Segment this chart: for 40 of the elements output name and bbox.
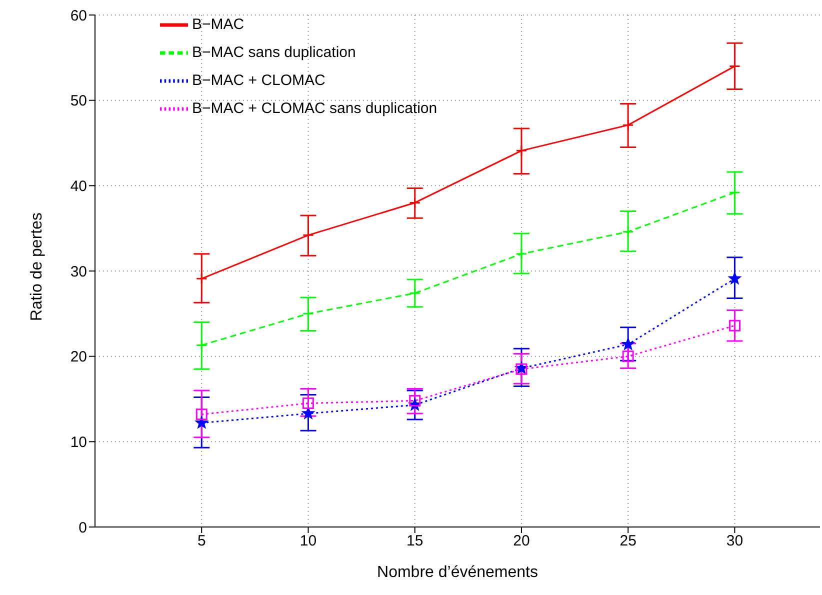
point <box>728 186 740 198</box>
point <box>195 416 208 428</box>
point <box>196 408 208 420</box>
y-tick-label: 30 <box>70 263 87 280</box>
point <box>196 339 208 351</box>
x-axis-title: Nombre d’événements <box>377 564 538 581</box>
legend-label: B−MAC sans duplication <box>192 44 356 62</box>
y-tick-label: 60 <box>70 7 87 24</box>
point <box>302 407 314 419</box>
point <box>622 350 634 362</box>
point <box>622 226 634 238</box>
legend-label: B−MAC + CLOMAC <box>192 72 326 90</box>
point <box>409 394 421 406</box>
point <box>302 398 314 410</box>
y-tick-label: 0 <box>78 519 87 536</box>
y-tick-label: 50 <box>70 92 87 110</box>
x-tick-label: 15 <box>406 532 424 550</box>
legend-label: B−MAC + CLOMAC sans duplication <box>192 100 438 118</box>
x-tick-label: 30 <box>726 532 744 550</box>
point <box>516 248 528 260</box>
point <box>409 287 421 299</box>
point <box>622 119 634 131</box>
point <box>728 60 740 72</box>
point <box>302 308 314 320</box>
point <box>728 272 741 284</box>
point <box>196 272 208 284</box>
point <box>728 320 740 332</box>
legend-label: B−MAC <box>192 16 244 34</box>
y-tick-label: 40 <box>70 178 87 195</box>
y-tick-label: 10 <box>70 434 87 451</box>
point <box>516 144 528 156</box>
x-tick-label: 10 <box>300 532 317 550</box>
point <box>622 338 634 350</box>
point <box>302 229 314 241</box>
point <box>409 196 421 208</box>
x-tick-label: 20 <box>513 532 530 550</box>
x-tick-label: 25 <box>620 532 636 550</box>
y-tick-label: 20 <box>70 348 87 366</box>
y-axis-title: Ratio de pertes <box>28 212 46 321</box>
x-tick-label: 5 <box>197 532 206 550</box>
